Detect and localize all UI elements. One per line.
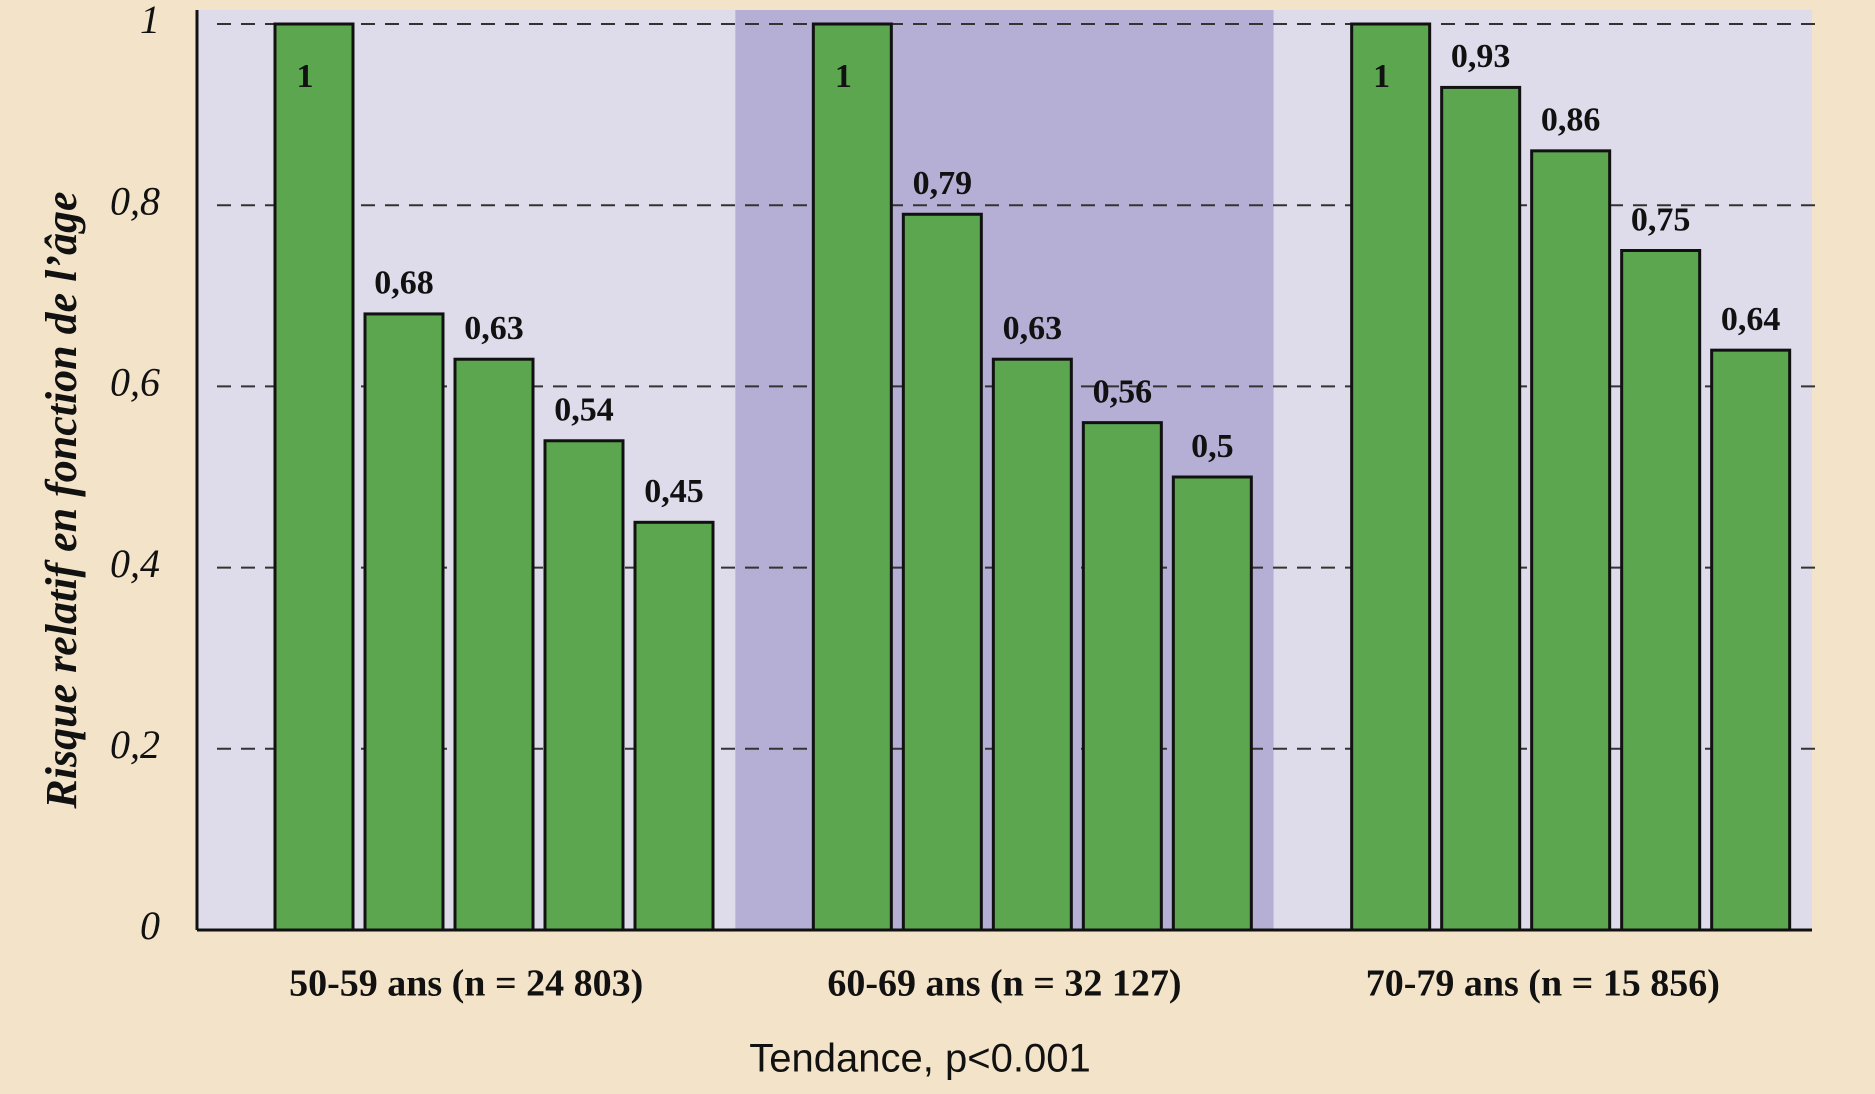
bar bbox=[1440, 85, 1522, 932]
x-axis-label: Tendance, p<0.001 bbox=[749, 1037, 1090, 1081]
value-label: 1 bbox=[1373, 58, 1390, 95]
bar bbox=[633, 520, 715, 932]
y-tick-label: 0,4 bbox=[110, 541, 160, 586]
bar bbox=[991, 357, 1073, 932]
value-label: 0,63 bbox=[464, 310, 524, 347]
bar bbox=[1171, 475, 1253, 932]
value-label: 1 bbox=[297, 58, 314, 95]
value-label: 0,64 bbox=[1721, 301, 1781, 338]
value-label: 0,75 bbox=[1631, 201, 1691, 238]
y-tick-label: 0,2 bbox=[110, 722, 160, 767]
value-label: 0,54 bbox=[554, 392, 614, 429]
bar bbox=[811, 22, 893, 932]
y-tick-label: 1 bbox=[140, 0, 160, 42]
bar bbox=[1081, 421, 1163, 932]
bar bbox=[1530, 149, 1612, 932]
y-tick-label: 0,6 bbox=[110, 360, 160, 405]
bar bbox=[1710, 348, 1792, 932]
bar bbox=[363, 312, 445, 932]
value-label: 0,79 bbox=[913, 165, 973, 202]
group-label: 70-79 ans (n = 15 856) bbox=[1366, 963, 1720, 1005]
bar bbox=[543, 439, 625, 932]
group-label: 60-69 ans (n = 32 127) bbox=[827, 963, 1181, 1005]
value-label: 1 bbox=[835, 58, 852, 95]
bar bbox=[453, 357, 535, 932]
value-label: 0,93 bbox=[1451, 38, 1511, 75]
group-label: 50-59 ans (n = 24 803) bbox=[289, 963, 643, 1005]
y-tick-label: 0 bbox=[140, 903, 160, 948]
value-label: 0,5 bbox=[1191, 428, 1234, 465]
bar bbox=[1350, 22, 1432, 932]
y-tick-label: 0,8 bbox=[110, 178, 160, 223]
value-label: 0,86 bbox=[1541, 102, 1601, 139]
value-label: 0,68 bbox=[374, 265, 434, 302]
bar bbox=[1620, 249, 1702, 932]
value-label: 0,63 bbox=[1003, 310, 1063, 347]
bar bbox=[901, 212, 983, 932]
value-label: 0,56 bbox=[1093, 373, 1153, 410]
y-axis-label: Risque relatif en fonction de l’âge bbox=[37, 191, 86, 809]
value-label: 0,45 bbox=[644, 473, 704, 510]
bar bbox=[273, 22, 355, 932]
